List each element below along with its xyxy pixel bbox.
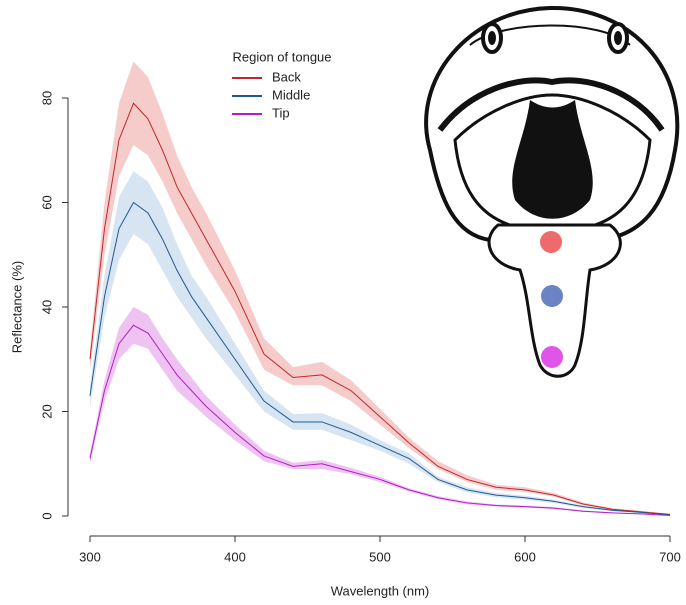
x-tick-label: 700 <box>659 549 681 564</box>
y-tick-label: 40 <box>39 300 54 314</box>
y-tick-label: 60 <box>39 195 54 209</box>
series-line <box>89 324 671 516</box>
series-line <box>89 102 671 515</box>
x-tick-label: 600 <box>514 549 536 564</box>
x-tick-label: 400 <box>224 549 246 564</box>
confidence-band <box>90 307 670 516</box>
y-axis-title: Reflectance (%) <box>9 261 24 353</box>
x-tick-label: 500 <box>369 549 391 564</box>
x-tick-label: 300 <box>79 549 101 564</box>
confidence-band <box>90 61 670 515</box>
confidence-band <box>90 171 670 516</box>
legend-label: Middle <box>272 87 310 102</box>
legend-label: Tip <box>272 105 290 120</box>
y-tick-label: 0 <box>39 512 54 519</box>
x-axis-title: Wavelength (nm) <box>331 583 430 598</box>
legend-label: Back <box>272 69 301 84</box>
turtle-illustration <box>424 5 680 378</box>
y-tick-label: 80 <box>39 91 54 105</box>
series-line <box>89 201 671 516</box>
y-tick-label: 20 <box>39 404 54 418</box>
legend-title: Region of tongue <box>232 49 331 64</box>
